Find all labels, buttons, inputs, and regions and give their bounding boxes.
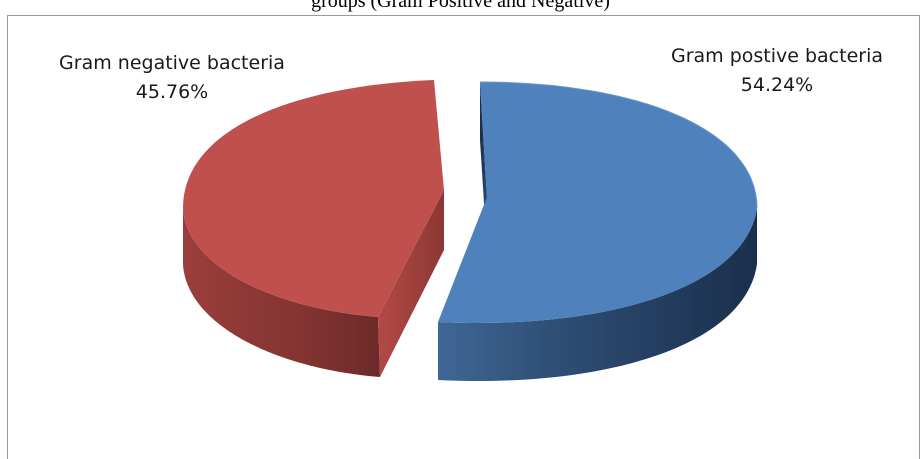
slice-gram-negative-top: [183, 80, 444, 317]
slice-gram-negative-inner-wall: [378, 190, 444, 377]
slice-gram-negative-side: [183, 208, 380, 377]
label-gram-positive-value: 54.24%: [741, 74, 813, 96]
label-gram-negative-name: Gram negative bacteria: [59, 52, 285, 74]
slice-gram-positive: [438, 81, 758, 382]
chart-caption: groups (Gram Positive and Negative): [311, 0, 610, 12]
slice-gram-positive-top: [438, 82, 757, 324]
slice-gram-positive-side: [438, 208, 757, 382]
chart-frame: [7, 15, 920, 459]
label-gram-negative-value: 45.76%: [136, 81, 208, 103]
slice-gram-negative: [183, 80, 444, 377]
label-gram-positive-name: Gram postive bacteria: [671, 45, 883, 67]
